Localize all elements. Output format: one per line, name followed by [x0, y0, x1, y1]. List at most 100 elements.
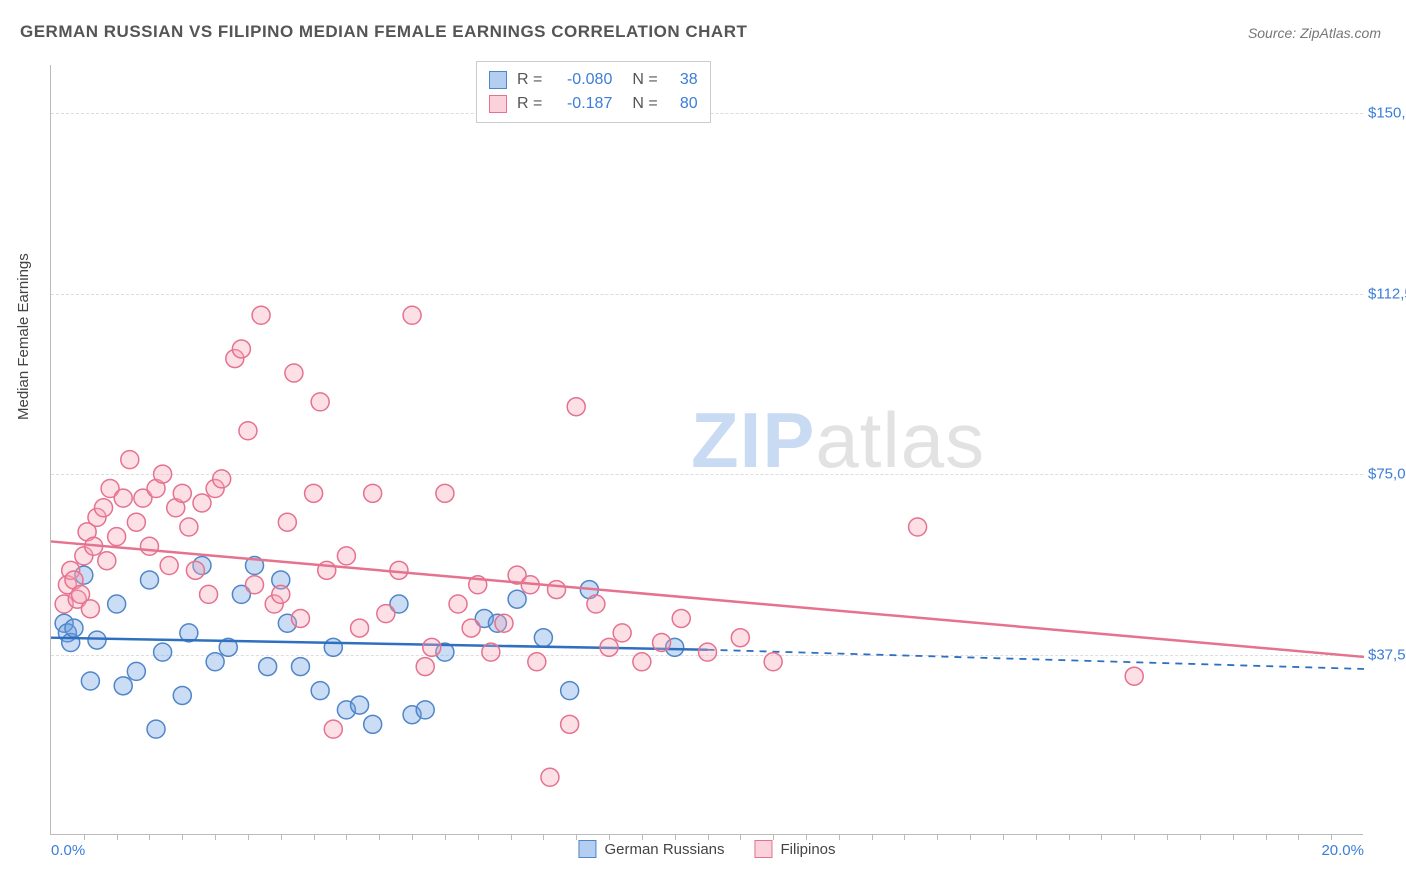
plot-area: ZIPatlas R = -0.080 N = 38 R = -0.187 N …	[50, 65, 1363, 835]
scatter-point	[633, 653, 651, 671]
r-label: R =	[517, 92, 542, 116]
scatter-point	[193, 494, 211, 512]
r-value-filipino: -0.187	[552, 92, 612, 116]
scatter-point	[252, 306, 270, 324]
xtick	[478, 834, 479, 840]
scatter-point	[81, 600, 99, 618]
scatter-point	[154, 465, 172, 483]
source-label: Source: ZipAtlas.com	[1248, 25, 1381, 41]
n-label: N =	[632, 68, 657, 92]
scatter-point	[200, 585, 218, 603]
scatter-point	[403, 306, 421, 324]
xtick	[182, 834, 183, 840]
n-value-filipino: 80	[668, 92, 698, 116]
scatter-point	[613, 624, 631, 642]
scatter-point	[436, 484, 454, 502]
xtick	[1200, 834, 1201, 840]
scatter-point	[140, 537, 158, 555]
scatter-point	[587, 595, 605, 613]
legend-item-filipino: Filipinos	[755, 840, 836, 858]
scatter-point	[127, 662, 145, 680]
xtick	[1298, 834, 1299, 840]
scatter-point	[88, 631, 106, 649]
scatter-point	[173, 686, 191, 704]
xtick	[248, 834, 249, 840]
legend-item-german: German Russians	[578, 840, 724, 858]
scatter-point	[482, 643, 500, 661]
scatter-point	[311, 682, 329, 700]
scatter-point	[600, 638, 618, 656]
scatter-point	[278, 513, 296, 531]
xtick	[215, 834, 216, 840]
scatter-point	[324, 638, 342, 656]
xtick	[1331, 834, 1332, 840]
xtick	[576, 834, 577, 840]
xtick	[642, 834, 643, 840]
scatter-point	[173, 484, 191, 502]
scatter-point	[206, 653, 224, 671]
xtick	[346, 834, 347, 840]
xtick	[511, 834, 512, 840]
xtick	[543, 834, 544, 840]
scatter-point	[423, 638, 441, 656]
scatter-point	[699, 643, 717, 661]
scatter-point	[180, 518, 198, 536]
scatter-point	[561, 715, 579, 733]
scatter-svg	[51, 65, 1363, 834]
scatter-point	[653, 634, 671, 652]
swatch-filipino	[489, 95, 507, 113]
xtick	[839, 834, 840, 840]
scatter-point	[65, 619, 83, 637]
scatter-point	[108, 528, 126, 546]
xtick	[117, 834, 118, 840]
scatter-point	[449, 595, 467, 613]
scatter-point	[324, 720, 342, 738]
scatter-point	[81, 672, 99, 690]
chart-title: GERMAN RUSSIAN VS FILIPINO MEDIAN FEMALE…	[20, 22, 747, 42]
scatter-point	[548, 581, 566, 599]
xtick	[1069, 834, 1070, 840]
xtick	[970, 834, 971, 840]
scatter-point	[213, 470, 231, 488]
scatter-point	[731, 629, 749, 647]
scatter-point	[114, 677, 132, 695]
stats-legend-box: R = -0.080 N = 38 R = -0.187 N = 80	[476, 61, 711, 123]
scatter-point	[291, 658, 309, 676]
scatter-point	[561, 682, 579, 700]
xtick	[84, 834, 85, 840]
scatter-point	[121, 451, 139, 469]
xtick	[281, 834, 282, 840]
scatter-point	[140, 571, 158, 589]
scatter-point	[364, 484, 382, 502]
scatter-point	[351, 619, 369, 637]
y-axis-label: Median Female Earnings	[15, 253, 32, 420]
xtick	[1233, 834, 1234, 840]
scatter-point	[305, 484, 323, 502]
xtick	[773, 834, 774, 840]
xtick	[149, 834, 150, 840]
scatter-point	[259, 658, 277, 676]
xtick	[740, 834, 741, 840]
scatter-point	[567, 398, 585, 416]
scatter-point	[285, 364, 303, 382]
xtick	[609, 834, 610, 840]
scatter-point	[239, 422, 257, 440]
xtick	[872, 834, 873, 840]
scatter-point	[416, 658, 434, 676]
legend-label-filipino: Filipinos	[781, 841, 836, 858]
scatter-point	[108, 595, 126, 613]
xtick-label: 0.0%	[51, 842, 85, 859]
xtick	[314, 834, 315, 840]
xtick	[1266, 834, 1267, 840]
xtick	[675, 834, 676, 840]
scatter-point	[1125, 667, 1143, 685]
xtick	[937, 834, 938, 840]
scatter-point	[147, 720, 165, 738]
scatter-point	[364, 715, 382, 733]
scatter-point	[495, 614, 513, 632]
n-label: N =	[632, 92, 657, 116]
scatter-point	[95, 499, 113, 517]
r-value-german: -0.080	[552, 68, 612, 92]
scatter-point	[416, 701, 434, 719]
scatter-point	[291, 609, 309, 627]
